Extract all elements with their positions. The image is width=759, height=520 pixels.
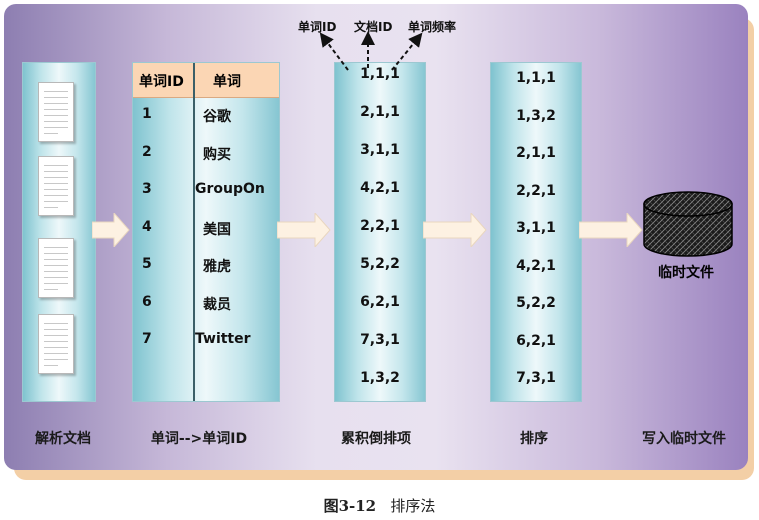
sorted-item: 2,2,1 — [516, 183, 556, 199]
sorted-item: 6,2,1 — [516, 333, 556, 349]
flow-arrow-2 — [277, 213, 331, 247]
document-text-line — [44, 265, 68, 266]
inverted-item: 4,2,1 — [360, 180, 400, 196]
word-table-header: 单词ID 单词 — [133, 63, 279, 98]
inverted-item: 3,1,1 — [360, 142, 400, 158]
annotation-arrow-word-id — [319, 32, 349, 71]
sorted-item: 2,1,1 — [516, 145, 556, 161]
document-icon — [38, 156, 74, 216]
document-icon — [38, 82, 74, 142]
word-cell: 裁员 — [203, 297, 231, 313]
word-cell: 美国 — [203, 222, 231, 238]
document-text-line — [44, 335, 68, 336]
annotation-arrows — [319, 31, 423, 71]
inverted-item: 1,1,1 — [360, 66, 400, 82]
document-text-line — [44, 195, 68, 196]
word-id-cell: 2 — [142, 144, 152, 160]
inverted-item: 2,2,1 — [360, 218, 400, 234]
word-cell: 购买 — [203, 147, 231, 163]
flow-arrow-1 — [92, 213, 130, 247]
document-text-line — [44, 289, 58, 290]
sorted-item: 3,1,1 — [516, 220, 556, 236]
stage-label-word-to-id: 单词-->单词ID — [150, 431, 248, 447]
word-id-cell: 6 — [142, 294, 152, 310]
document-text-line — [44, 127, 68, 128]
sorted-item: 4,2,1 — [516, 258, 556, 274]
stage-label-accumulate: 累积倒排项 — [341, 431, 411, 447]
document-text-line — [44, 341, 68, 342]
document-text-line — [44, 365, 58, 366]
document-text-line — [44, 329, 68, 330]
document-text-line — [44, 91, 68, 92]
sorted-items-column — [490, 62, 582, 402]
inverted-item: 6,2,1 — [360, 294, 400, 310]
document-text-line — [44, 247, 68, 248]
inverted-item: 7,3,1 — [360, 332, 400, 348]
document-text-line — [44, 253, 68, 254]
flow-arrow-4 — [579, 213, 643, 247]
document-text-line — [44, 201, 68, 202]
word-id-cell: 3 — [142, 181, 152, 197]
document-text-line — [44, 165, 68, 166]
caption-title: 排序法 — [390, 497, 436, 515]
document-text-line — [44, 103, 68, 104]
word-cell: GroupOn — [195, 181, 265, 197]
word-cell: 雅虎 — [203, 259, 231, 275]
document-text-line — [44, 115, 68, 116]
column-divider — [193, 63, 195, 401]
annotation-word-id: 单词ID — [298, 20, 337, 34]
document-text-line — [44, 183, 68, 184]
word-id-cell: 4 — [142, 219, 152, 235]
document-icon — [38, 314, 74, 374]
document-text-line — [44, 347, 68, 348]
inverted-item: 1,3,2 — [360, 370, 400, 386]
document-text-line — [44, 283, 68, 284]
document-text-line — [44, 177, 68, 178]
word-id-cell: 5 — [142, 256, 152, 272]
stage-label-write: 写入临时文件 — [642, 431, 726, 447]
document-text-line — [44, 133, 58, 134]
word-id-cell: 7 — [142, 331, 152, 347]
sorted-item: 1,3,2 — [516, 108, 556, 124]
stage-label-parse: 解析文档 — [35, 431, 91, 447]
figure-caption: 图3-12 排序法 — [0, 495, 759, 516]
document-text-line — [44, 277, 68, 278]
inverted-items-column — [334, 62, 426, 402]
document-text-line — [44, 121, 68, 122]
document-icon — [38, 238, 74, 298]
stage-label-sort: 排序 — [520, 431, 548, 447]
temp-file-cylinder-icon — [643, 191, 733, 257]
header-word: 单词 — [213, 74, 241, 90]
annotation-word-frequency: 单词频率 — [408, 20, 457, 34]
document-text-line — [44, 109, 68, 110]
document-text-line — [44, 259, 68, 260]
word-cell: 谷歌 — [203, 109, 231, 125]
caption-figure-number: 图3-12 — [323, 497, 377, 515]
document-text-line — [44, 359, 68, 360]
word-id-cell: 1 — [142, 106, 152, 122]
inverted-item: 5,2,2 — [360, 256, 400, 272]
document-text-line — [44, 207, 58, 208]
sorted-item: 7,3,1 — [516, 370, 556, 386]
temp-file-label: 临时文件 — [658, 265, 714, 281]
annotation-doc-id: 文档ID — [354, 20, 393, 34]
document-text-line — [44, 323, 68, 324]
sorted-item: 1,1,1 — [516, 70, 556, 86]
document-text-line — [44, 171, 68, 172]
inverted-item: 2,1,1 — [360, 104, 400, 120]
header-word-id: 单词ID — [139, 74, 184, 90]
document-text-line — [44, 189, 68, 190]
annotation-arrow-word-frequency — [391, 32, 423, 71]
document-text-line — [44, 271, 68, 272]
sorted-item: 5,2,2 — [516, 295, 556, 311]
word-cell: Twitter — [195, 331, 251, 347]
flow-arrow-3 — [423, 213, 487, 247]
document-text-line — [44, 353, 68, 354]
document-text-line — [44, 97, 68, 98]
